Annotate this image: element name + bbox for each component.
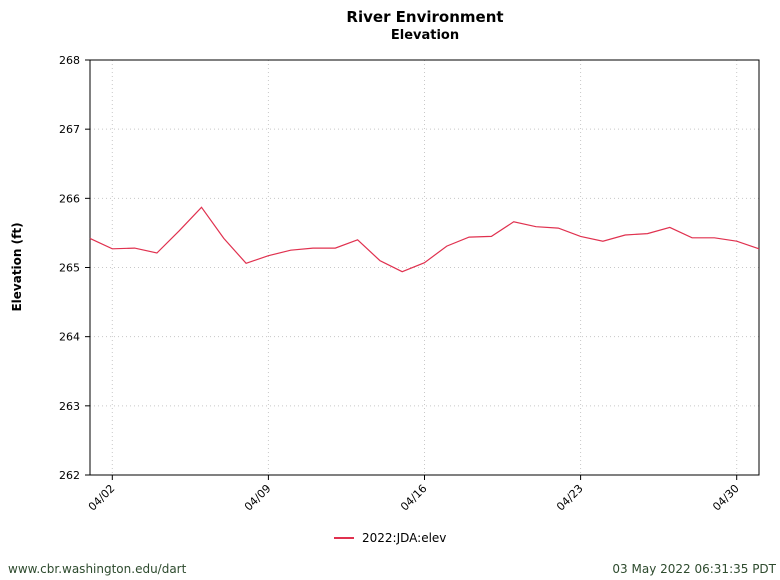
x-tick-label: 04/23 [554, 482, 586, 514]
legend: 2022:JDA:elev [334, 531, 446, 545]
series-group [89, 206, 760, 273]
x-tick-label: 04/09 [242, 482, 274, 514]
y-tick-label: 262 [59, 469, 80, 482]
legend-label: 2022:JDA:elev [362, 531, 446, 545]
y-axis-title: Elevation (ft) [10, 222, 24, 311]
grid [90, 60, 759, 475]
chart-title: River Environment [346, 8, 503, 26]
chart: River Environment Elevation 262 263 264 265… [10, 8, 760, 545]
x-axis: 04/02 04/09 04/16 04/23 04/30 [86, 475, 742, 514]
y-tick-label: 265 [59, 262, 80, 275]
footer-source: www.cbr.washington.edu/dart [8, 562, 187, 576]
chart-subtitle: Elevation [391, 28, 459, 43]
x-tick-label: 04/02 [86, 482, 118, 514]
series-line [89, 206, 760, 273]
y-tick-label: 268 [59, 54, 80, 67]
y-tick-label: 267 [59, 123, 80, 136]
x-tick-label: 04/16 [398, 482, 430, 514]
y-tick-label: 266 [59, 192, 80, 205]
footer-timestamp: 03 May 2022 06:31:35 PDT [612, 562, 776, 576]
y-tick-label: 264 [59, 331, 80, 344]
x-tick-label: 04/30 [710, 482, 742, 514]
y-axis: 262 263 264 265 266 267 268 [59, 54, 90, 482]
y-tick-label: 263 [59, 400, 80, 413]
